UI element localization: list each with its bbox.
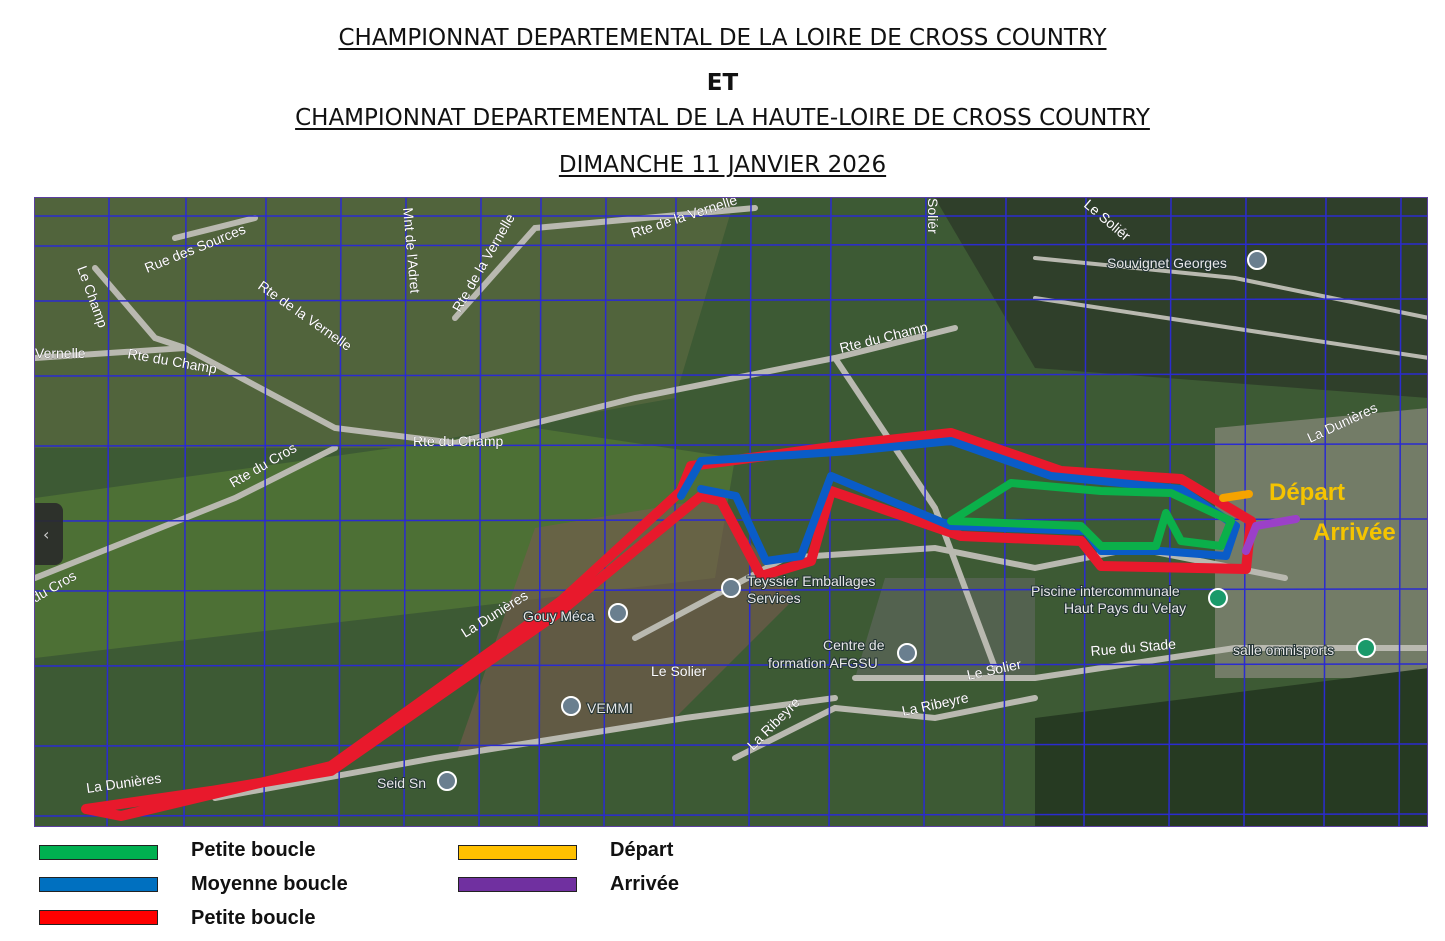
poi-marker-icon[interactable] — [1356, 638, 1376, 658]
event-date: DIMANCHE 11 JANVIER 2026 — [558, 152, 887, 178]
poi-label: Services — [747, 590, 801, 606]
legend-label: Arrivée — [610, 873, 679, 895]
poi-label: Gouy Méca — [523, 608, 595, 624]
route-red-petite-boucle — [81, 428, 1256, 821]
poi-marker-icon[interactable] — [437, 771, 457, 791]
map-label: Le Solier — [651, 663, 707, 679]
forest-south — [1035, 668, 1427, 826]
map-label: Mnt de l'Adret — [400, 207, 423, 294]
poi-label: Seid Sn — [377, 775, 426, 791]
depart-label: Départ — [1269, 479, 1345, 506]
route-arrivee — [1242, 515, 1300, 555]
map-label: Vernelle — [35, 345, 86, 361]
poi-marker-icon[interactable] — [897, 643, 917, 663]
legend-swatch-purple — [458, 877, 577, 892]
poi-label: Piscine intercommunale — [1031, 583, 1180, 599]
map-svg: Rue des Sources Le Champ Vernelle Rte du… — [35, 198, 1427, 826]
poi-marker-icon[interactable] — [608, 603, 628, 623]
stadium-area — [1215, 408, 1427, 678]
legend-label: Moyenne boucle — [191, 873, 348, 895]
route-depart — [1219, 490, 1253, 502]
poi-marker-icon[interactable] — [1208, 588, 1228, 608]
poi-marker-icon[interactable] — [721, 578, 741, 598]
legend-swatch-blue — [39, 877, 158, 892]
chevron-left-icon: ‹ — [43, 525, 49, 544]
map-label: Rte du Champ — [413, 433, 503, 449]
route-green-petite-boucle — [947, 479, 1235, 550]
poi-label: Haut Pays du Velay — [1064, 600, 1186, 616]
poi-label: VEMMI — [587, 700, 633, 716]
collapse-panel-button[interactable] — [35, 503, 63, 565]
legend-label: Petite boucle — [191, 839, 316, 861]
legend-label: Petite boucle — [191, 907, 316, 929]
arrivee-label: Arrivée — [1313, 519, 1396, 546]
poi-label: Souvignet Georges — [1107, 255, 1227, 271]
title-line-1: CHAMPIONNAT DEPARTEMENTAL DE LA LOIRE DE… — [338, 25, 1107, 51]
legend-swatch-red — [39, 910, 158, 925]
poi-label: Centre de — [823, 637, 885, 653]
route-blue-moyenne-boucle — [677, 437, 1240, 565]
map-label: Soliér — [925, 198, 941, 234]
forest-area — [935, 198, 1427, 398]
poi-marker-icon[interactable] — [1247, 250, 1267, 270]
legend-label: Départ — [610, 839, 674, 861]
poi-marker-icon[interactable] — [561, 696, 581, 716]
legend-swatch-green — [39, 845, 158, 860]
village-area — [35, 198, 735, 448]
course-map[interactable]: Rue des Sources Le Champ Vernelle Rte du… — [34, 197, 1428, 827]
map-label: Rue du Stade — [1090, 636, 1177, 659]
field-area — [35, 428, 735, 658]
poi-label: formation AFGSU — [768, 655, 878, 671]
title-line-2: ET — [706, 70, 739, 96]
legend-swatch-orange — [458, 845, 577, 860]
title-line-3: CHAMPIONNAT DEPARTEMENTAL DE LA HAUTE-LO… — [295, 105, 1150, 131]
poi-label: Teyssier Emballages — [747, 573, 875, 589]
poi-label: salle omnisports — [1233, 642, 1334, 658]
